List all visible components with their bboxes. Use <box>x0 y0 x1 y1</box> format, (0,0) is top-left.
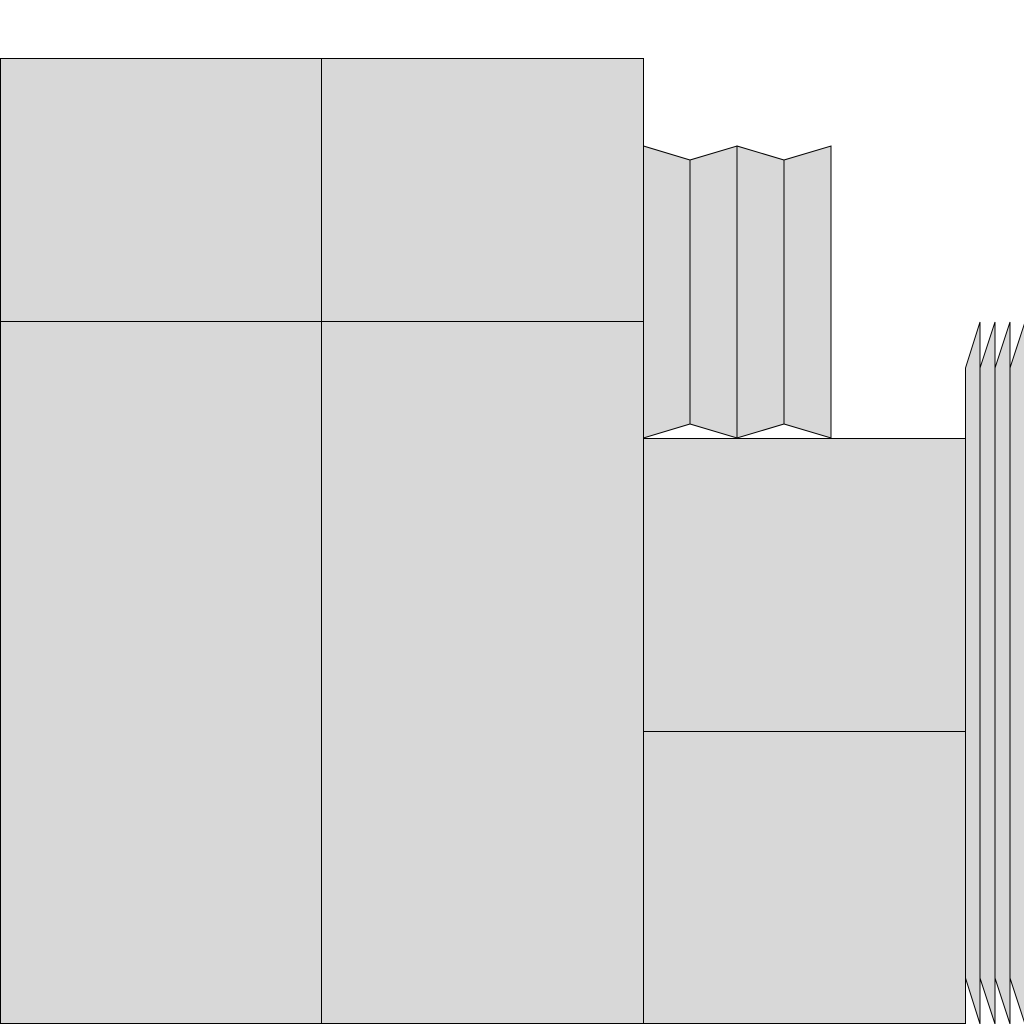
panel-bottom-middle <box>321 321 644 1024</box>
panel-right-lower <box>643 731 966 1024</box>
folded-strip-1 <box>643 145 691 439</box>
side-strip-3 <box>994 321 1011 1024</box>
panel-right-upper <box>643 438 966 732</box>
side-strip-1 <box>965 321 981 1024</box>
folded-strip-2 <box>689 145 738 439</box>
panel-bottom-left <box>0 321 322 1024</box>
panel-top-left <box>0 58 322 322</box>
panel-top-middle <box>321 58 644 322</box>
side-strip-2 <box>979 321 996 1024</box>
folded-strip-4 <box>783 145 832 439</box>
folded-strip-3 <box>736 145 785 439</box>
side-strip-4 <box>1009 323 1024 1023</box>
